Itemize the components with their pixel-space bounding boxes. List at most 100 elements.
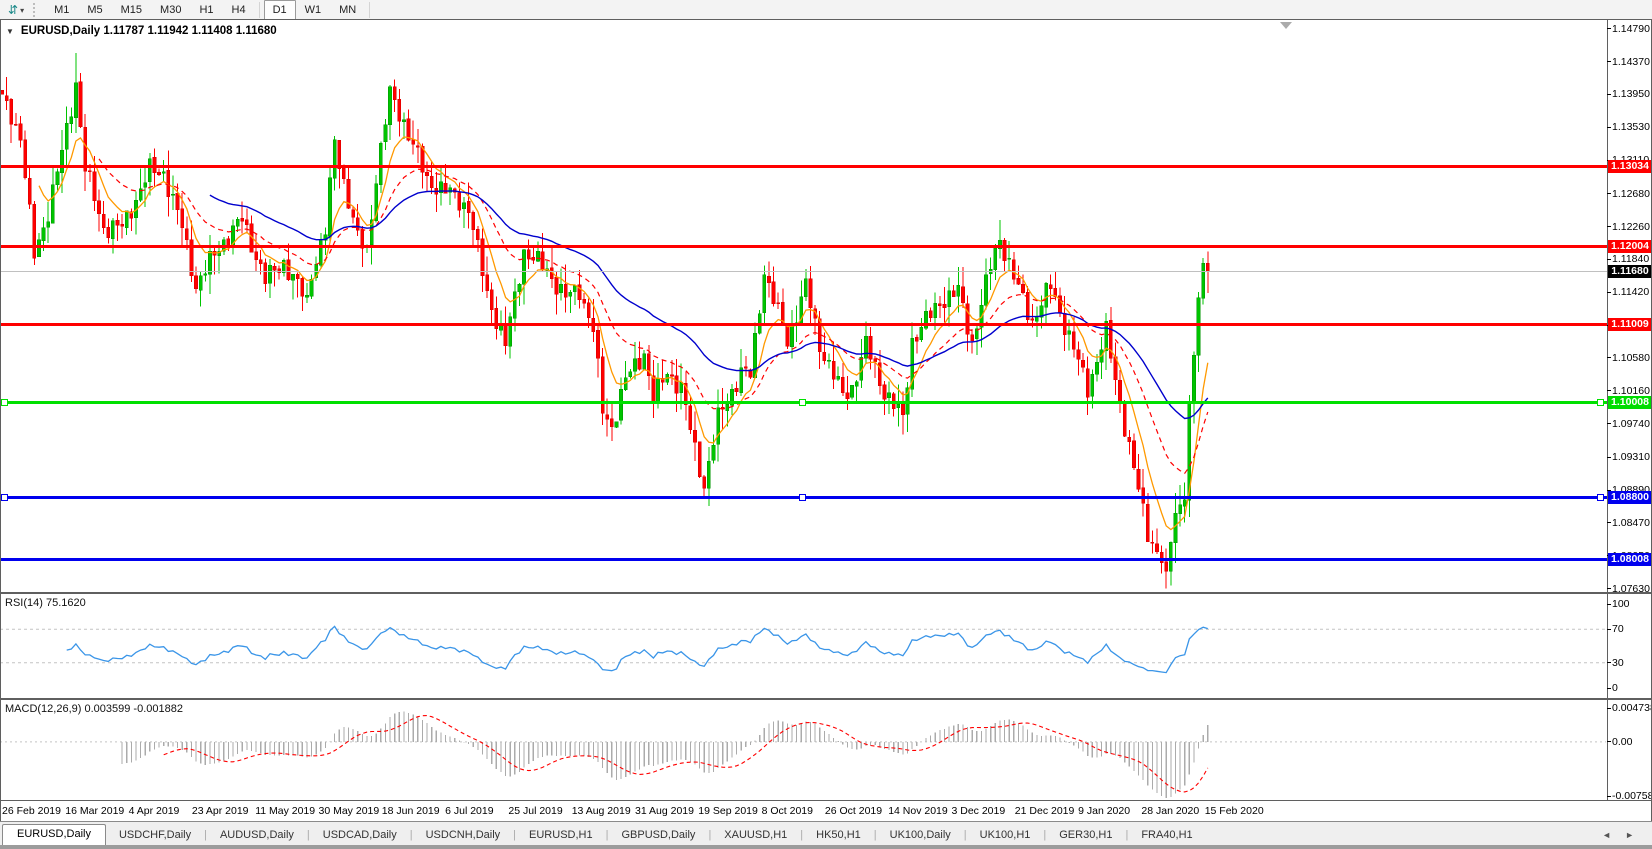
tab-separator: | [513, 829, 517, 841]
line-handle[interactable] [799, 399, 806, 407]
price-tick-label: 1.09740 [1612, 417, 1650, 430]
tab-separator: | [409, 829, 413, 841]
date-label: 28 Jan 2020 [1141, 805, 1200, 817]
timeframe-m15[interactable]: M15 [120, 4, 143, 16]
price-tick-mark [1607, 489, 1611, 491]
macd-chart[interactable] [0, 700, 1607, 800]
macd-axis-label: 0.00 [1612, 735, 1633, 748]
toolbar-separator [369, 2, 371, 18]
line-handle[interactable] [1597, 399, 1604, 407]
chart-title[interactable]: ▼ EURUSD,Daily 1.11787 1.11942 1.11408 1… [6, 25, 277, 37]
chart-type-button[interactable]: ⇵ ▾ [4, 3, 28, 17]
price-tick-label: 1.10160 [1612, 384, 1650, 397]
scroll-right-icon[interactable]: ► [1625, 830, 1634, 840]
date-label: 23 Apr 2019 [191, 805, 249, 817]
price-tick-label: 1.13950 [1612, 88, 1650, 101]
tab-usdcad-daily[interactable]: USDCAD,Daily [322, 829, 397, 841]
price-tag-1.08800: 1.08800 [1608, 490, 1652, 504]
price-tick-mark [1607, 226, 1611, 227]
tab-separator: | [800, 829, 804, 841]
tab-gbpusd-daily[interactable]: GBPUSD,Daily [621, 829, 696, 841]
chart-border-left [0, 20, 1, 821]
chart-shift-marker-icon[interactable] [1280, 22, 1292, 29]
timeframe-d1[interactable]: D1 [263, 0, 296, 20]
macd-tick-mark [1607, 741, 1611, 743]
date-label: 19 Sep 2019 [698, 805, 758, 817]
timeframe-buttons: M1 M5 M15 M30 H1 H4 D1 W1 MN [45, 0, 365, 20]
timeframe-h4[interactable]: H4 [231, 4, 246, 16]
price-tick-label: 1.08470 [1612, 516, 1650, 529]
date-label: 16 Mar 2019 [65, 805, 125, 817]
price-tick-mark [1607, 357, 1611, 359]
tab-separator: | [204, 829, 207, 841]
tab-hk50-h1[interactable]: HK50,H1 [816, 829, 861, 841]
price-tick-mark [1607, 390, 1611, 392]
rsi-chart[interactable] [0, 594, 1607, 698]
scroll-left-icon[interactable]: ◄ [1602, 830, 1612, 840]
price-tick-label: 1.10580 [1612, 351, 1650, 364]
timeframe-m30[interactable]: M30 [160, 4, 182, 16]
price-tick-mark [1607, 93, 1611, 95]
tab-eurusd-daily[interactable]: EURUSD,Daily [2, 824, 106, 845]
timeframe-m5[interactable]: M5 [87, 4, 103, 16]
date-label: 15 Feb 2020 [1204, 805, 1264, 817]
date-label: 26 Feb 2019 [2, 805, 61, 817]
tab-separator: | [1043, 829, 1047, 841]
horizontal-line-1.11009[interactable] [0, 322, 1607, 326]
rsi-tick-mark [1607, 603, 1611, 605]
rsi-tick-mark [1607, 662, 1611, 664]
macd-panel[interactable]: MACD(12,26,9) 0.003599 -0.001882 [0, 700, 1607, 800]
price-tick-mark [1607, 258, 1611, 260]
line-handle[interactable] [1597, 493, 1604, 501]
candlestick-chart[interactable] [0, 20, 1607, 592]
date-label: 8 Oct 2019 [761, 805, 813, 817]
price-tick-mark [1607, 588, 1611, 589]
price-chart-panel[interactable]: ▼ EURUSD,Daily 1.11787 1.11942 1.11408 1… [0, 20, 1607, 592]
current-price-line [0, 271, 1607, 273]
tab-usdcnh-daily[interactable]: USDCNH,Daily [425, 829, 501, 841]
date-label: 11 May 2019 [255, 805, 316, 817]
price-tick-mark [1607, 193, 1611, 195]
timeframe-mn[interactable]: MN [339, 4, 357, 16]
panel-separator[interactable] [0, 592, 1652, 594]
price-tag-1.13034: 1.13034 [1608, 159, 1652, 173]
tab-xauusd-h1[interactable]: XAUUSD,H1 [724, 829, 788, 841]
price-tick-mark [1607, 61, 1611, 62]
tab-audusd-daily[interactable]: AUDUSD,Daily [219, 829, 294, 841]
date-axis[interactable]: 26 Feb 2019 16 Mar 2019 4 Apr 2019 23 Apr 2… [0, 801, 1652, 821]
tab-ger30-h1[interactable]: GER30,H1 [1059, 829, 1113, 841]
tab-eurusd-h1[interactable]: EURUSD,H1 [529, 829, 593, 841]
macd-axis-label: -0.007584 [1612, 790, 1652, 802]
horizontal-line-1.12004[interactable] [0, 245, 1607, 248]
tab-fra40-h1[interactable]: FRA40,H1 [1141, 829, 1193, 841]
tab-usdchf-daily[interactable]: USDCHF,Daily [118, 829, 192, 841]
chevron-down-icon: ▾ [20, 5, 25, 15]
rsi-panel[interactable]: RSI(14) 75.1620 [0, 594, 1607, 698]
timeframe-w1[interactable]: W1 [304, 4, 322, 16]
tab-uk100-daily[interactable]: UK100,Daily [889, 829, 951, 841]
line-handle[interactable] [1, 399, 8, 407]
timeframe-toolbar: ⇵ ▾ M1 M5 M15 M30 H1 H4 D1 W1 MN [0, 0, 1652, 21]
price-tick-label: 1.13530 [1612, 121, 1650, 134]
panel-separator[interactable] [0, 698, 1652, 700]
line-handle[interactable] [1, 493, 8, 501]
bottom-edge [0, 845, 1652, 849]
panel-border-top [0, 19, 1652, 20]
timeframe-m1[interactable]: M1 [54, 4, 70, 16]
timeframe-h1[interactable]: H1 [199, 4, 214, 16]
price-tick-mark [1607, 456, 1611, 458]
line-handle[interactable] [799, 493, 806, 501]
price-tag-1.11009: 1.11009 [1608, 317, 1652, 331]
price-tick-label: 1.07630 [1612, 582, 1650, 595]
horizontal-line-1.13034[interactable] [0, 164, 1607, 168]
collapse-icon[interactable]: ▼ [6, 26, 14, 36]
toolbar-grip[interactable] [33, 3, 40, 17]
date-label: 3 Dec 2019 [951, 805, 1006, 817]
tab-uk100-h1[interactable]: UK100,H1 [979, 829, 1031, 841]
macd-tick-mark [1607, 795, 1611, 797]
tab-separator: | [1125, 829, 1129, 841]
rsi-axis-label: 70 [1612, 623, 1624, 636]
price-tag-1.08008: 1.08008 [1608, 552, 1652, 566]
horizontal-line-1.08008[interactable] [0, 557, 1607, 561]
